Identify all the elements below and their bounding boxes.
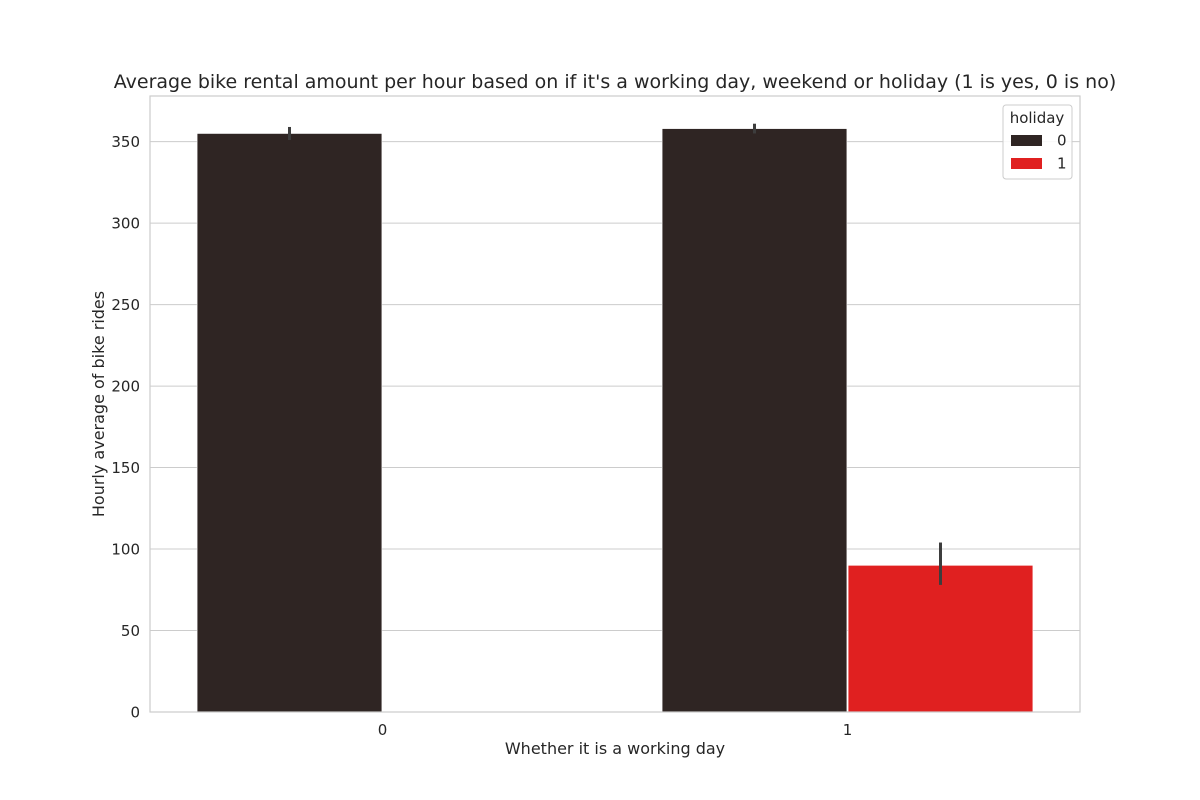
- x-tick-label: 0: [378, 721, 388, 739]
- x-axis-label: Whether it is a working day: [505, 739, 725, 758]
- x-tick-label: 1: [843, 721, 853, 739]
- plot-frame: [149, 95, 1081, 713]
- error-bars: [288, 123, 942, 585]
- y-axis-label: Hourly average of bike rides: [89, 291, 108, 517]
- y-axis-ticks: 0 50 100 150 200 250 300 350: [111, 133, 140, 721]
- legend-label-0: 0: [1057, 132, 1067, 150]
- y-tick-label: 300: [111, 215, 140, 233]
- y-tick-label: 250: [111, 296, 140, 314]
- legend-title: holiday: [1010, 109, 1065, 127]
- y-tick-label: 350: [111, 133, 140, 151]
- bar-workingday-0-holiday-0: [196, 133, 383, 713]
- chart-title: Average bike rental amount per hour base…: [114, 71, 1116, 93]
- bars: [196, 128, 1034, 713]
- legend-swatch-1: [1011, 158, 1042, 169]
- y-tick-label: 100: [111, 541, 140, 559]
- legend: holiday 01: [1002, 104, 1073, 180]
- y-tick-label: 150: [111, 459, 140, 477]
- bar-workingday-1-holiday-0: [661, 128, 848, 713]
- legend-label-1: 1: [1057, 155, 1067, 173]
- legend-entries: 01: [1011, 132, 1067, 173]
- y-tick-label: 50: [121, 622, 140, 640]
- y-tick-label: 0: [130, 704, 140, 722]
- y-tick-label: 200: [111, 378, 140, 396]
- legend-swatch-0: [1011, 135, 1042, 146]
- bar-workingday-1-holiday-1: [847, 565, 1034, 713]
